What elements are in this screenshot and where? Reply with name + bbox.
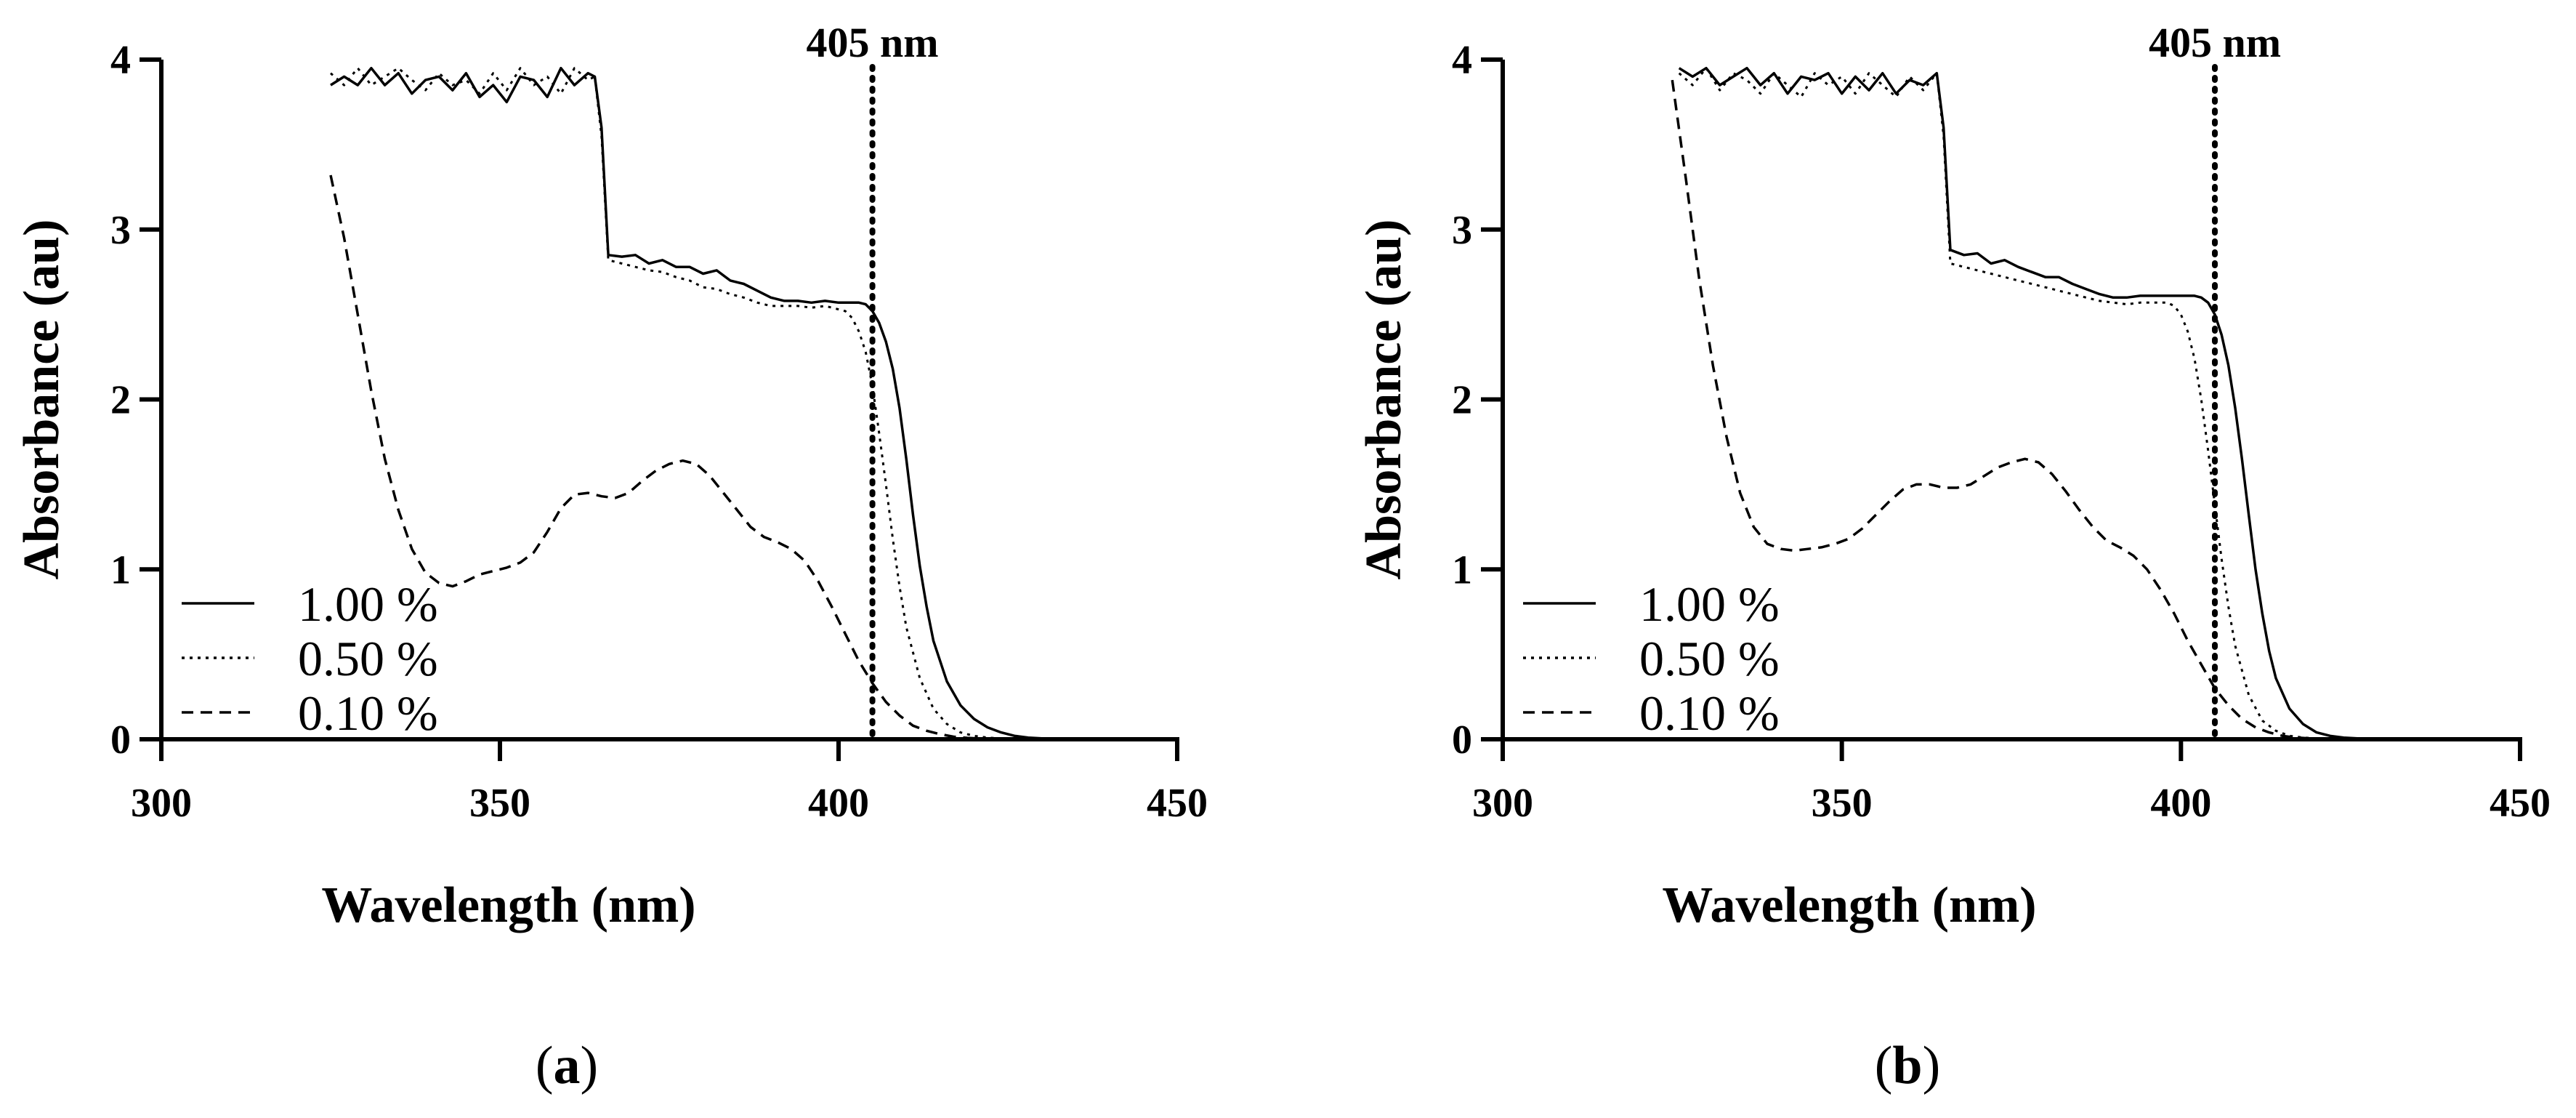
panel-caption: (b) <box>1875 1036 1940 1095</box>
y-axis-title: Absorbance (au) <box>14 220 70 580</box>
y-tick-label: 0 <box>110 717 131 763</box>
series-line-solid <box>1678 66 2398 741</box>
y-tick-label: 2 <box>110 378 131 423</box>
x-tick-label: 350 <box>1812 781 1873 826</box>
y-tick-label: 2 <box>1452 378 1472 423</box>
series-line-dashed <box>329 174 1049 741</box>
y-tick-label: 3 <box>110 208 131 253</box>
legend-label: 1.00 % <box>1639 576 1780 632</box>
series-line-dotted <box>1678 67 2371 741</box>
panel-b: 0 1 2 3 4 300 350 400 450 Wavelength (nm) Absorban… <box>1356 19 2551 1095</box>
vline-label: 405 nm <box>807 19 939 66</box>
panel-caption: (a) <box>536 1036 598 1095</box>
legend-label: 0.10 % <box>1639 685 1780 741</box>
legend-label: 1.00 % <box>298 576 438 632</box>
y-tick-label: 1 <box>110 547 131 592</box>
panel-caption-letter: a <box>554 1036 581 1095</box>
x-axis-title: Wavelength (nm) <box>1662 877 2036 933</box>
legend-label: 0.50 % <box>1639 631 1780 686</box>
x-tick-label: 400 <box>808 781 869 826</box>
x-axis-title: Wavelength (nm) <box>321 877 695 933</box>
x-tick-label: 300 <box>1472 781 1533 826</box>
legend-label: 0.50 % <box>298 631 438 686</box>
legend-label: 0.10 % <box>298 685 438 741</box>
y-axis-title: Absorbance (au) <box>1356 220 1412 580</box>
x-tick-label: 350 <box>469 781 530 826</box>
series-line-dotted <box>330 67 1056 741</box>
panel-a: 0 1 2 3 4 300 350 400 450 Wavelength (nm) Absorban… <box>14 19 1208 1095</box>
panel-caption-letter: b <box>1892 1036 1922 1095</box>
x-tick-label: 450 <box>1147 781 1208 826</box>
x-tick-label: 450 <box>2490 781 2551 826</box>
vline-label: 405 nm <box>2149 19 2281 66</box>
x-tick-label: 300 <box>131 781 192 826</box>
y-tick-label: 4 <box>110 38 131 83</box>
y-tick-label: 0 <box>1452 717 1472 763</box>
x-tick-label: 400 <box>2150 781 2211 826</box>
y-tick-label: 1 <box>1452 547 1472 592</box>
y-tick-label: 4 <box>1452 38 1472 83</box>
y-tick-label: 3 <box>1452 208 1472 253</box>
series-line-dashed <box>1671 79 2378 741</box>
series-line-solid <box>330 66 1083 741</box>
